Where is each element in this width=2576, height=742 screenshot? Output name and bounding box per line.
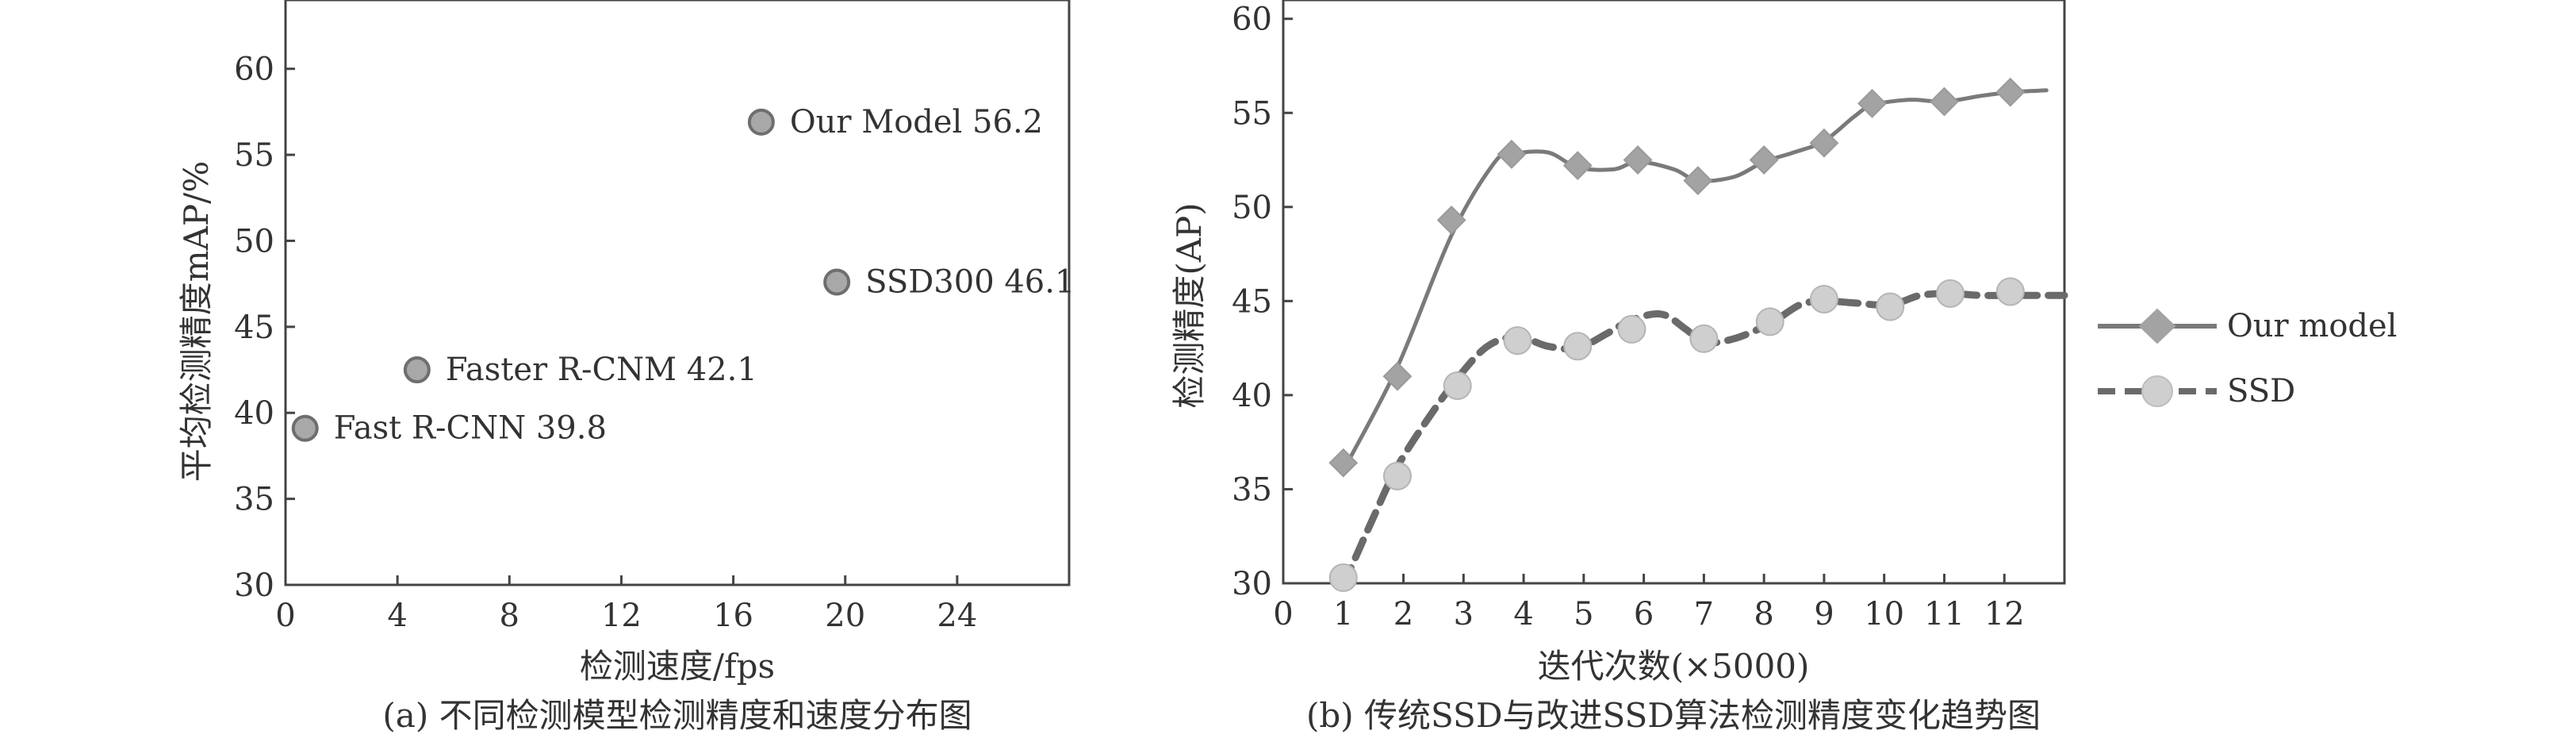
x-tick-label: 0 (1273, 596, 1293, 632)
x-tick-label: 4 (1513, 596, 1533, 632)
data-point-our-model (1995, 77, 2026, 107)
y-tick-label: 50 (234, 223, 274, 260)
y-tick-label: 55 (1232, 95, 1272, 132)
x-tick-label: 11 (1924, 596, 1965, 632)
legend-marker-ssd (2141, 375, 2173, 407)
y-tick-label: 60 (1232, 2, 1272, 38)
data-point-ssd (1328, 563, 1358, 592)
data-point-our-model (1749, 145, 1779, 175)
scatter-x-axis: 0 4 8 12 16 20 24 (275, 575, 977, 634)
x-tick-label: 3 (1454, 596, 1474, 632)
data-point-our-model (1562, 151, 1593, 181)
x-tick-label: 9 (1814, 596, 1834, 632)
y-tick-label: 30 (234, 567, 274, 604)
data-point-our-model (1497, 140, 1527, 169)
data-point-ssd (1617, 314, 1646, 344)
scatter-y-axis: 30 35 40 45 50 55 60 (234, 52, 295, 604)
x-tick-label: 16 (713, 598, 753, 634)
x-tick-label: 12 (601, 598, 642, 634)
scatter-point (747, 108, 775, 136)
line-y-axis-label: 检测精度(AP) (1170, 202, 1209, 408)
line-x-axis-label: 迭代次数(×5000) (1538, 647, 1810, 686)
y-tick-label: 40 (234, 395, 274, 432)
y-tick-label: 40 (1232, 378, 1272, 414)
x-tick-label: 5 (1574, 596, 1593, 632)
y-tick-label: 30 (1232, 566, 1272, 602)
y-tick-label: 55 (234, 137, 274, 174)
x-tick-label: 2 (1393, 596, 1413, 632)
line-y-axis: 30 35 40 45 50 55 60 (1232, 2, 1293, 602)
data-point-ssd (1995, 277, 2025, 306)
data-point-our-model (1328, 448, 1359, 478)
data-point-our-model (1382, 361, 1413, 391)
scatter-point-label: Fast R-CNN 39.8 (334, 410, 607, 447)
data-point-our-model (1857, 88, 1887, 118)
scatter-point-label: SSD300 46.1 (865, 263, 1075, 300)
x-tick-label: 8 (1754, 596, 1773, 632)
data-point-ssd (1809, 284, 1838, 313)
data-point-our-model (1809, 128, 1839, 158)
line-x-axis: 0 1 2 3 4 5 6 7 8 9 10 11 12 (1273, 574, 2025, 632)
scatter-points: Fast R-CNN 39.8 Faster R-CNM 42.1 Our Mode… (291, 104, 1075, 447)
data-point-ssd (1563, 332, 1593, 361)
x-tick-label: 10 (1864, 596, 1904, 632)
scatter-x-axis-label: 检测速度/fps (580, 647, 775, 686)
scatter-caption: (a) 不同检测模型检测精度和速度分布图 (382, 696, 972, 735)
x-tick-label: 24 (937, 598, 977, 634)
x-tick-label: 6 (1634, 596, 1654, 632)
legend-marker-our-model (2138, 308, 2176, 344)
line-legend: Our model SSD (2098, 308, 2397, 409)
y-tick-label: 50 (1232, 190, 1272, 226)
x-tick-label: 4 (387, 598, 407, 634)
data-point-ssd (1443, 371, 1472, 401)
data-point-our-model (1930, 87, 1959, 117)
legend-label-ssd: SSD (2227, 373, 2295, 409)
y-tick-label: 35 (234, 482, 274, 518)
series-line-our-model (1341, 88, 2049, 473)
y-tick-label: 45 (234, 309, 274, 346)
scatter-point-label: Faster R-CNM 42.1 (446, 352, 757, 388)
scatter-point-label: Our Model 56.2 (790, 104, 1043, 140)
data-point-ssd (1936, 279, 1965, 308)
data-point-ssd (1755, 307, 1784, 336)
data-point-ssd (1503, 326, 1532, 356)
y-tick-label: 35 (1232, 471, 1272, 508)
data-point-our-model (1436, 205, 1466, 235)
scatter-plot-frame (284, 0, 1071, 586)
line-series-group (1328, 77, 2068, 592)
legend-label-our-model: Our model (2227, 308, 2397, 344)
x-tick-label: 1 (1333, 596, 1353, 632)
data-point-our-model (1683, 166, 1713, 196)
scatter-panel: 30 35 40 45 50 55 60 0 4 8 12 16 20 24 Fast R-CNN 39… (177, 0, 1075, 735)
x-tick-label: 20 (825, 598, 865, 634)
data-point-our-model (1623, 145, 1653, 175)
x-tick-label: 12 (1984, 596, 2025, 632)
line-plot-frame (1282, 0, 2066, 585)
x-tick-label: 8 (500, 598, 519, 634)
scatter-y-axis-label: 平均检测精度mAP/% (177, 161, 216, 482)
scatter-point (291, 414, 319, 442)
y-tick-label: 60 (234, 52, 274, 88)
x-tick-label: 0 (275, 598, 295, 634)
line-caption: (b) 传统SSD与改进SSD算法检测精度变化趋势图 (1306, 696, 2041, 735)
x-tick-label: 7 (1694, 596, 1714, 632)
scatter-point (823, 268, 851, 296)
data-point-ssd (1689, 324, 1719, 353)
y-tick-label: 45 (1232, 283, 1272, 320)
data-point-ssd (1876, 292, 1905, 321)
scatter-point (403, 356, 431, 384)
data-point-ssd (1382, 461, 1412, 490)
